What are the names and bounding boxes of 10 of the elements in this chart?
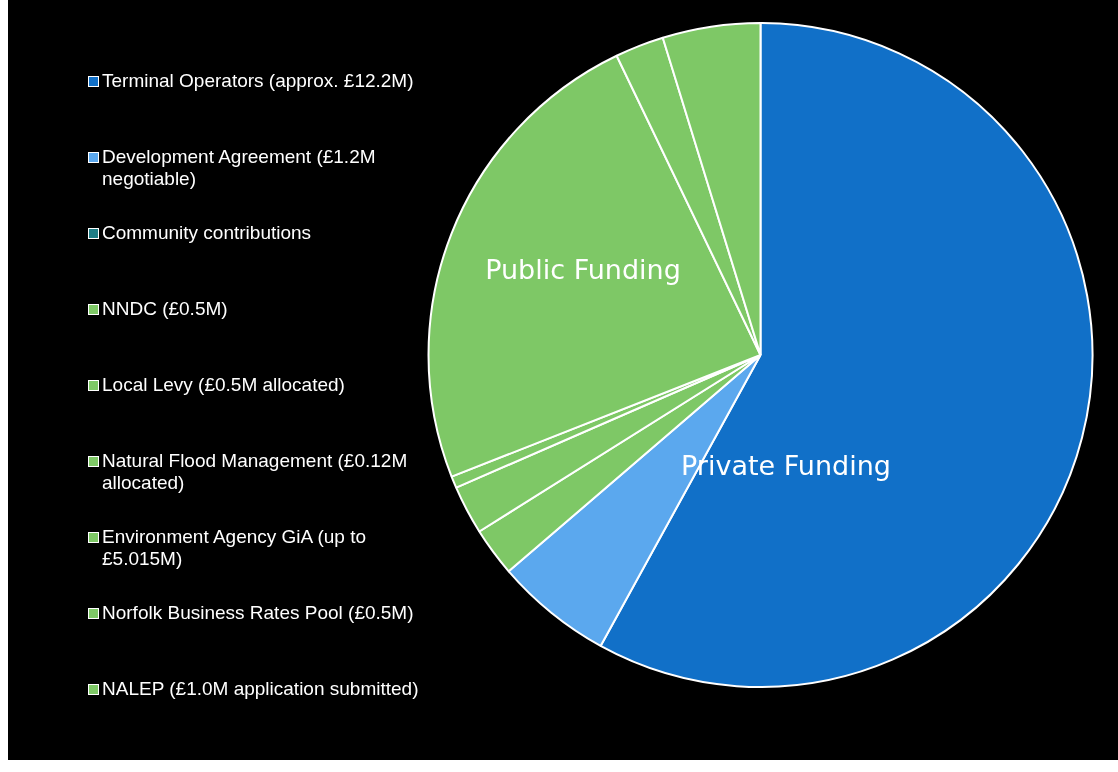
legend-label: Community contributions <box>102 222 312 244</box>
legend-label: Development Agreement (£1.2M negotiable) <box>102 146 377 190</box>
text: Public Funding <box>485 254 681 286</box>
legend-label: NNDC (£0.5M) <box>102 298 228 320</box>
legend-label: Norfolk Business Rates Pool (£0.5M) <box>102 602 414 624</box>
legend-label: NALEP (£1.0M application submitted) <box>102 678 419 700</box>
legend-label: Environment Agency GiA (up to £5.015M) <box>102 526 368 570</box>
legend-label: Local Levy (£0.5M allocated) <box>102 374 345 396</box>
legend-label: Terminal Operators (approx. £12.2M) <box>102 70 414 92</box>
legend-label: Natural Flood Management (£0.12M allocated) <box>102 450 409 494</box>
